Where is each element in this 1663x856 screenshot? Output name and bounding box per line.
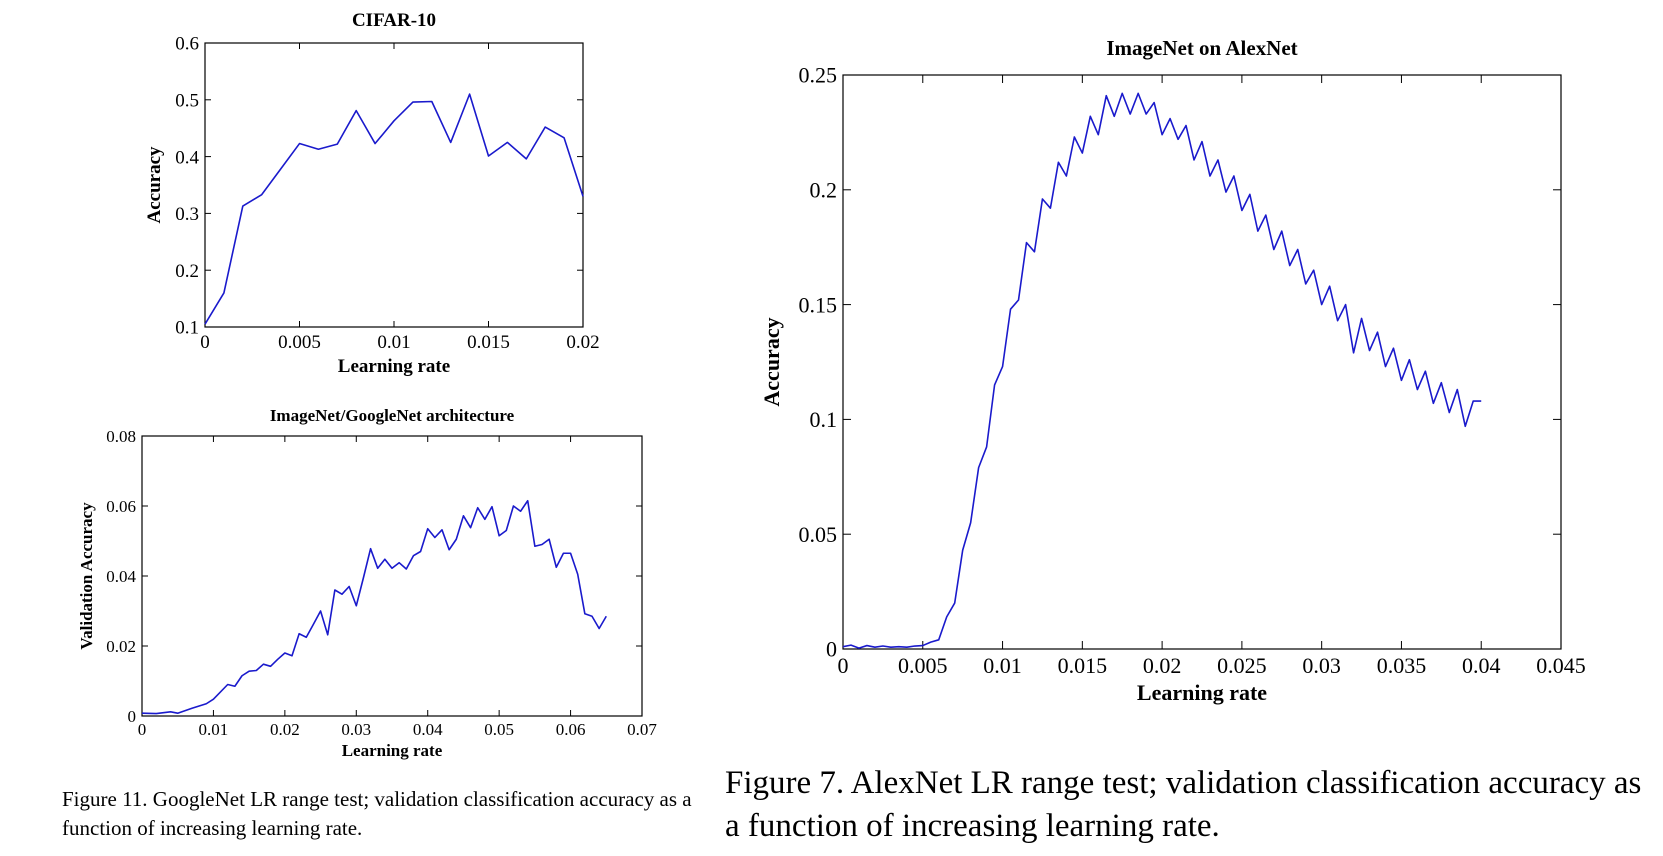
y-axis-label: Accuracy (144, 146, 165, 224)
y-tick-label: 0.1 (175, 318, 199, 339)
figure-11-caption: Figure 11. GoogleNet LR range test; vali… (62, 787, 692, 840)
y-tick-label: 0.15 (799, 292, 838, 317)
y-tick-label: 0.05 (799, 522, 838, 547)
x-tick-label: 0.005 (898, 653, 948, 678)
x-axis-label: Learning rate (338, 356, 450, 377)
x-axis-label: Learning rate (1137, 680, 1267, 705)
x-tick-label: 0.015 (467, 332, 510, 353)
y-tick-label: 0.08 (106, 427, 136, 446)
x-tick-label: 0.025 (1217, 653, 1267, 678)
x-tick-label: 0.01 (199, 720, 229, 739)
x-tick-label: 0 (138, 720, 147, 739)
y-tick-label: 0.02 (106, 637, 136, 656)
x-tick-label: 0.06 (556, 720, 586, 739)
x-tick-label: 0.02 (270, 720, 300, 739)
y-tick-label: 0.2 (810, 178, 838, 203)
y-tick-label: 0 (826, 637, 837, 662)
y-axis-label: Accuracy (759, 317, 784, 406)
series-line (842, 92, 1482, 649)
y-tick-label: 0.4 (175, 147, 199, 168)
x-tick-label: 0.07 (627, 720, 657, 739)
x-tick-label: 0.02 (1143, 653, 1182, 678)
x-tick-label: 0.005 (278, 332, 321, 353)
y-tick-label: 0.3 (175, 204, 199, 225)
x-tick-label: 0.04 (1462, 653, 1501, 678)
y-tick-label: 0.04 (106, 567, 136, 586)
chart-title: ImageNet/GoogleNet architecture (270, 406, 515, 425)
plot-frame (842, 74, 1562, 650)
x-axis-label: Learning rate (342, 741, 443, 760)
x-tick-label: 0.01 (377, 332, 410, 353)
series-line (204, 93, 584, 325)
x-tick-label: 0.03 (1302, 653, 1341, 678)
y-axis-label: Validation Accuracy (77, 502, 96, 650)
y-tick-label: 0.06 (106, 497, 136, 516)
x-tick-label: 0.04 (413, 720, 443, 739)
chart-alexnet: 0 0.005 0.01 0.015 0.02 0.025 0.03 0.035 0.04 0.0… (759, 36, 1586, 705)
x-tick-label: 0.01 (983, 653, 1022, 678)
x-tick-label: 0.02 (566, 332, 599, 353)
y-tick-label: 0.6 (175, 34, 199, 55)
chart-title: CIFAR-10 (352, 10, 436, 31)
x-tick-label: 0.03 (341, 720, 371, 739)
x-tick-label: 0 (838, 653, 849, 678)
x-tick-label: 0.05 (484, 720, 514, 739)
plot-frame (204, 42, 584, 328)
x-tick-label: 0 (200, 332, 210, 353)
x-tick-label: 0.045 (1536, 653, 1586, 678)
plot-frame (141, 435, 643, 717)
y-tick-label: 0.2 (175, 261, 199, 282)
x-tick-label: 0.015 (1058, 653, 1108, 678)
chart-title: ImageNet on AlexNet (1106, 36, 1297, 60)
y-tick-label: 0.1 (810, 407, 838, 432)
series-line (141, 499, 607, 715)
y-tick-label: 0.25 (799, 63, 838, 88)
chart-cifar: 0 0.005 0.01 0.015 0.02 0.1 0.2 0.3 0.4 0.5 0.6 CIF… (144, 10, 600, 377)
y-tick-label: 0.5 (175, 90, 199, 111)
x-tick-label: 0.035 (1377, 653, 1427, 678)
chart-googlenet: 0 0.01 0.02 0.03 0.04 0.05 0.06 0.07 0 0.02 0.04 0.… (77, 406, 657, 760)
y-tick-label: 0 (128, 707, 137, 726)
figure-7-caption: Figure 7. AlexNet LR range test; validat… (725, 765, 1642, 844)
